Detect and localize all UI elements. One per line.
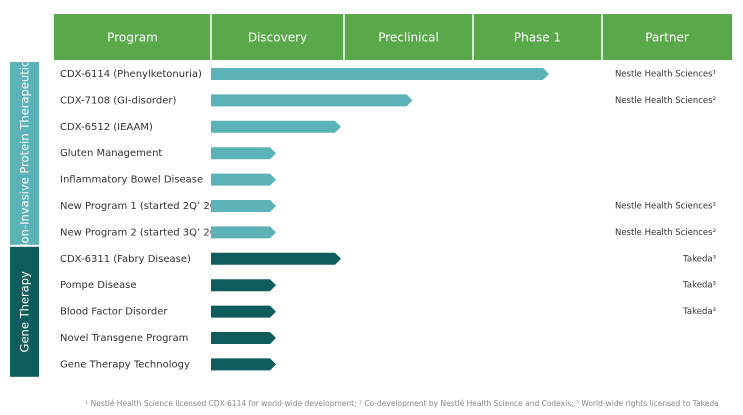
header-label: Discovery xyxy=(248,31,307,45)
partner: Nestle Health Sciences² xyxy=(615,202,716,212)
program-name: CDX-6311 (Fabry Disease) xyxy=(60,254,191,265)
progress-arrow xyxy=(211,68,549,80)
group-band xyxy=(10,246,39,377)
partner: Nestle Health Sciences² xyxy=(615,96,716,106)
program-name: Gluten Management xyxy=(60,148,162,159)
partner: Nestle Health Sciences² xyxy=(615,228,716,238)
partner: Takeda³ xyxy=(682,307,716,317)
progress-arrow xyxy=(211,332,276,344)
progress-arrow xyxy=(211,305,276,318)
group-band xyxy=(10,62,39,245)
progress-arrow xyxy=(211,279,276,292)
header-label: Program xyxy=(107,31,158,45)
progress-arrow xyxy=(211,173,276,186)
progress-arrow xyxy=(211,200,276,212)
header-label: Partner xyxy=(645,31,689,45)
program-name: Pompe Disease xyxy=(60,280,137,291)
partner: Nestle Health Sciences¹ xyxy=(615,70,716,80)
partner: Takeda³ xyxy=(682,254,716,264)
group-label: Gene Therapy xyxy=(18,271,32,352)
header-bar xyxy=(54,14,732,60)
progress-arrow xyxy=(211,147,276,160)
progress-arrow xyxy=(211,94,413,107)
program-name: Gene Therapy Technology xyxy=(60,359,190,370)
program-name: Blood Factor Disorder xyxy=(60,307,168,318)
program-name: New Program 2 (started 3Q’ 20) xyxy=(60,227,220,238)
program-name: CDX-6114 (Phenylketonuria) xyxy=(60,69,202,80)
group-label: Non-Invasive Protein Therapeutics xyxy=(18,55,32,252)
header-label: Preclinical xyxy=(378,31,439,45)
progress-arrow xyxy=(211,120,341,133)
program-name: New Program 1 (started 2Q’ 20) xyxy=(60,201,220,212)
program-name: CDX-6512 (IEAAM) xyxy=(60,122,153,133)
progress-arrow xyxy=(211,358,276,371)
program-name: CDX-7108 (GI-disorder) xyxy=(60,95,176,106)
progress-arrow xyxy=(211,252,341,265)
program-name: Inflammatory Bowel Disease xyxy=(60,175,203,186)
footnote: ¹ Nestlé Health Science licensed CDX-611… xyxy=(85,399,718,408)
header-label: Phase 1 xyxy=(514,31,561,45)
progress-arrow xyxy=(211,226,276,239)
program-name: Novel Transgene Program xyxy=(60,333,188,344)
partner: Takeda³ xyxy=(682,281,716,291)
